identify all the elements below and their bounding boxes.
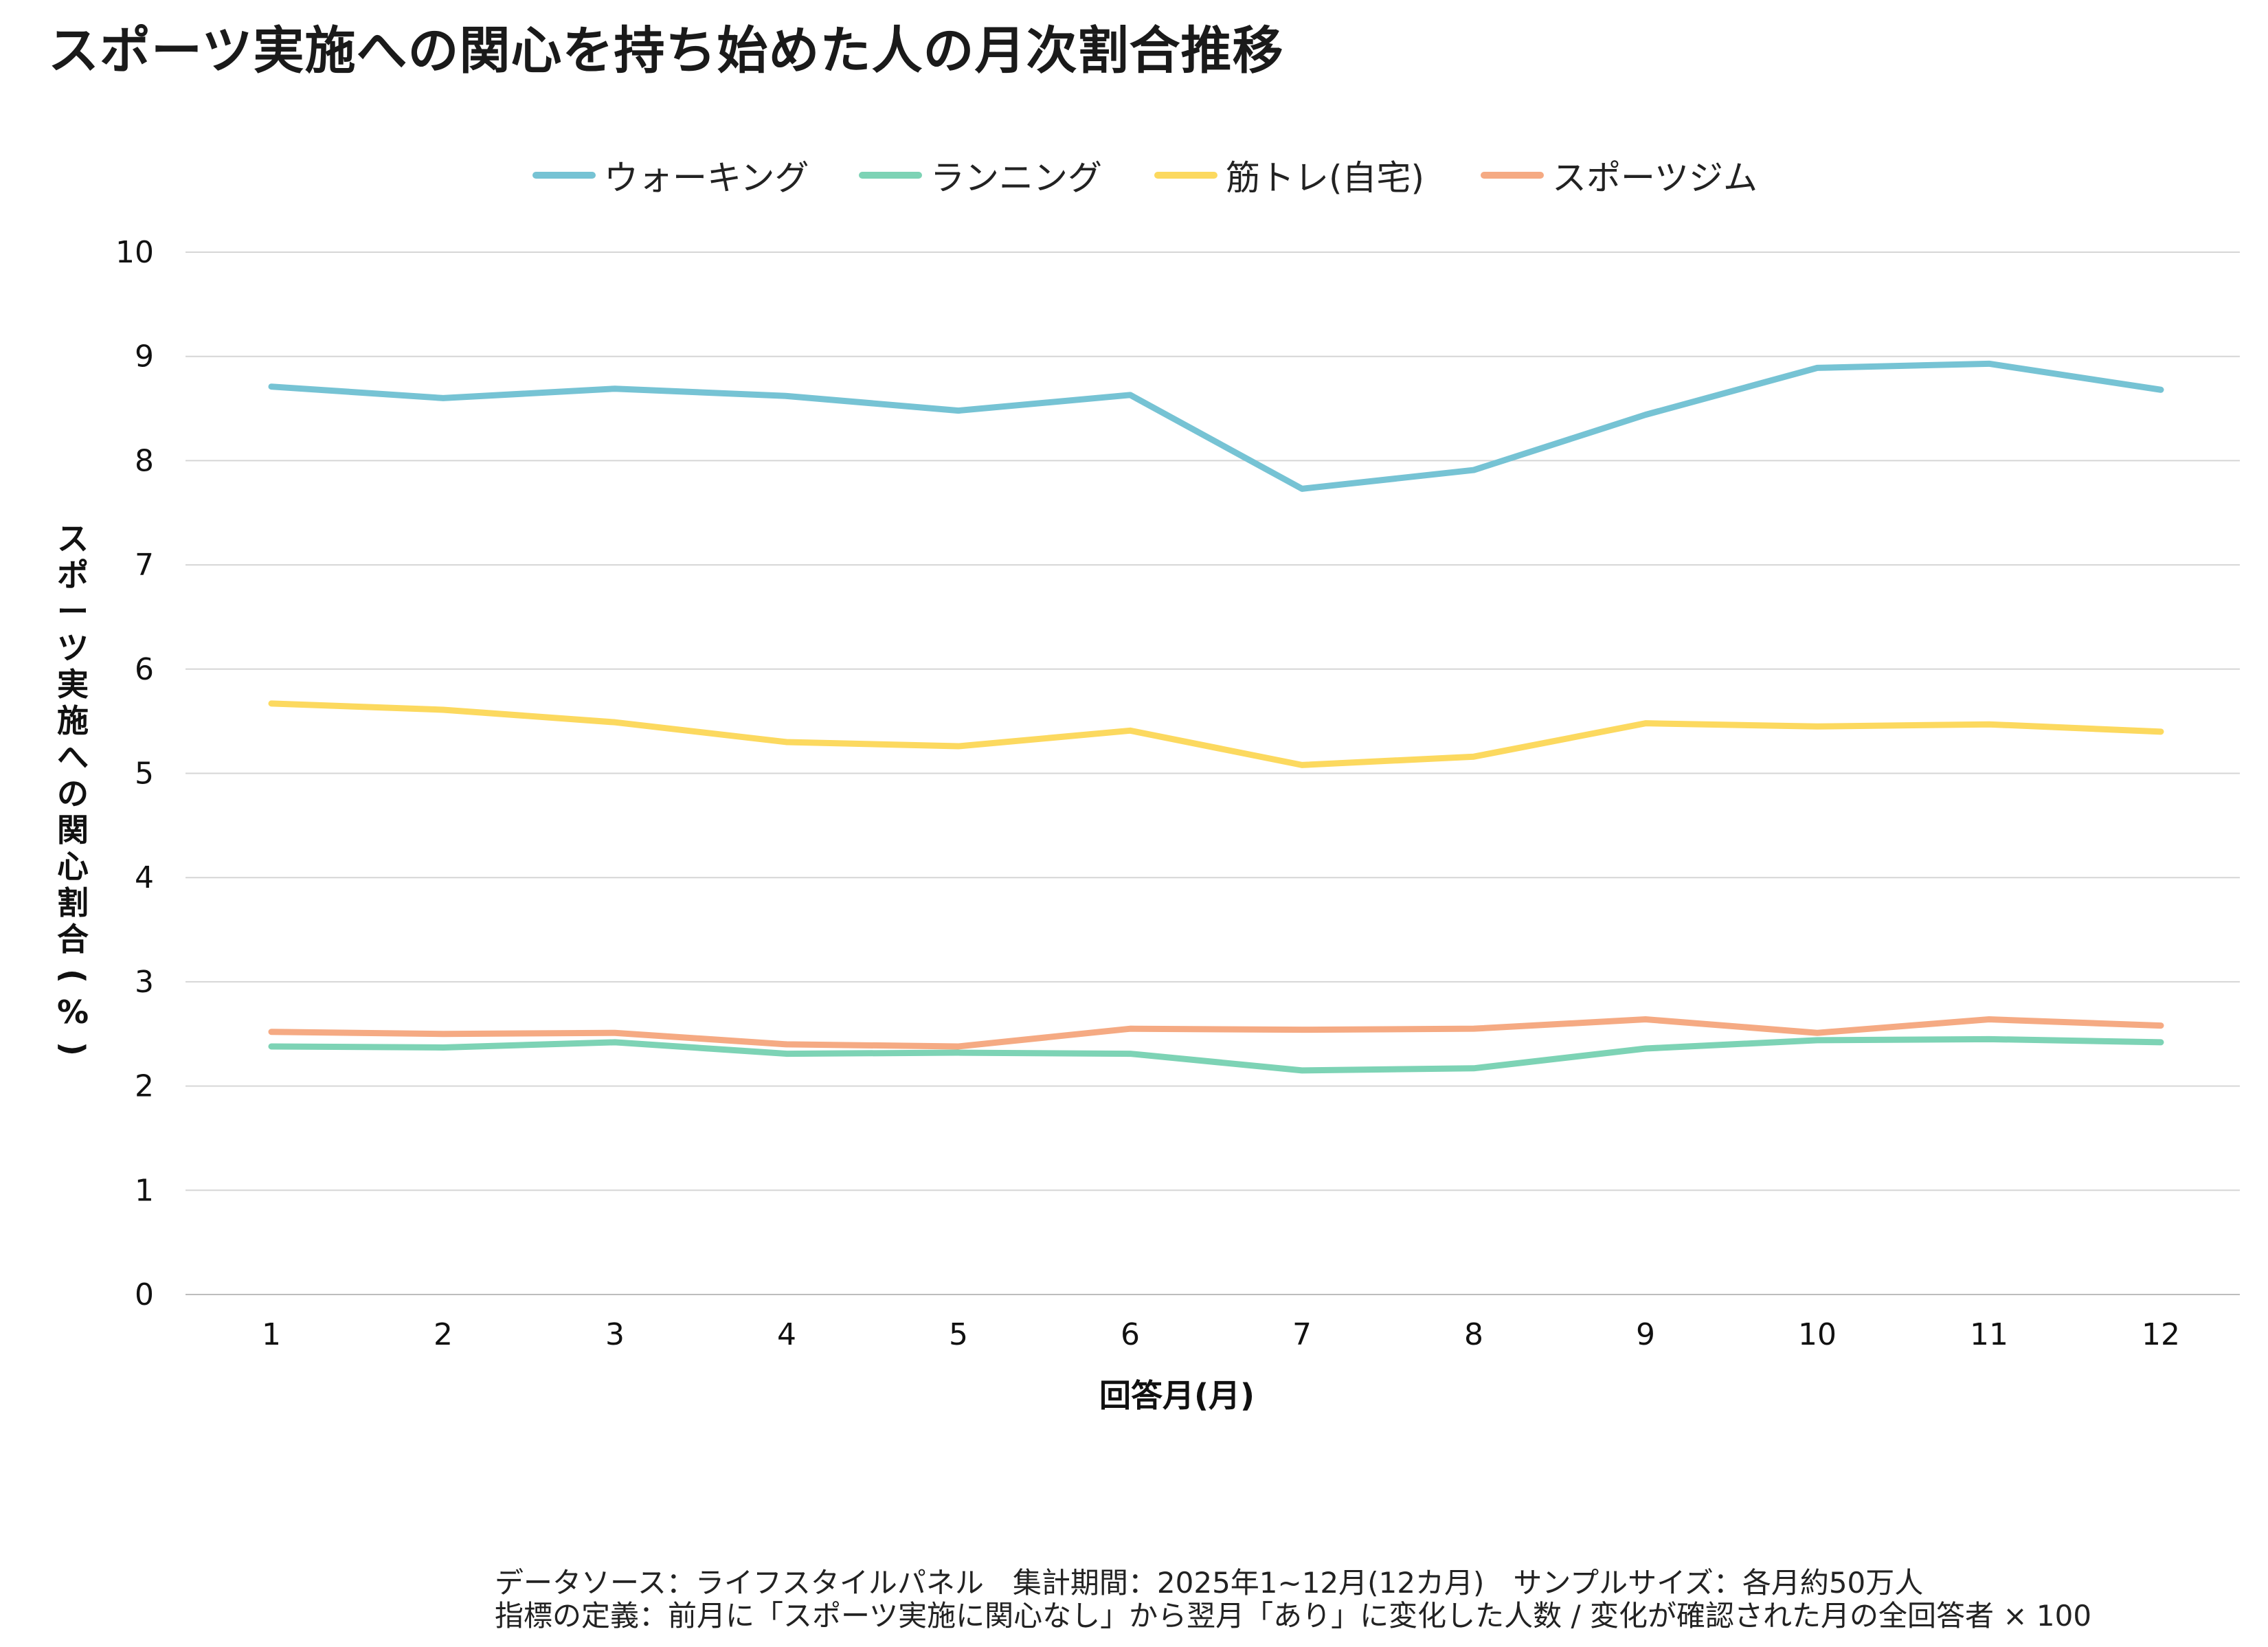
series-line-3 (268, 1016, 2164, 1050)
y-axis-title-char: ) (54, 1041, 92, 1057)
y-tick-label: 8 (135, 443, 154, 478)
legend-swatch (859, 172, 922, 179)
x-tick-label: 5 (949, 1317, 968, 1352)
y-axis-title-char: の (57, 775, 89, 812)
y-tick-label: 3 (135, 965, 154, 1000)
y-axis-title-char: 関 (57, 811, 89, 849)
y-tick-label: 1 (135, 1173, 154, 1208)
y-tick-label: 2 (135, 1069, 154, 1104)
legend-item-gym: スポーツジム (1481, 151, 1758, 199)
x-tick-label: 12 (2142, 1317, 2180, 1352)
x-tick-label: 8 (1464, 1317, 1483, 1352)
y-tick-label: 9 (135, 339, 154, 374)
legend-swatch (1481, 172, 1544, 179)
y-axis-title-char: へ (57, 739, 89, 776)
legend-label: スポーツジム (1552, 158, 1758, 198)
y-tick-label: 7 (135, 548, 154, 583)
x-axis-title: 回答月(月) (1099, 1377, 1255, 1414)
series-line-2 (268, 700, 2164, 768)
x-tick-label: 6 (1121, 1317, 1140, 1352)
y-tick-label: 10 (115, 235, 154, 270)
x-tick-label: 11 (1970, 1317, 2008, 1352)
y-axis-title-char: ー (57, 593, 89, 630)
y-axis-title-char: 実 (57, 666, 89, 703)
y-tick-label: 4 (135, 860, 154, 895)
x-tick-label: 3 (605, 1317, 625, 1352)
y-axis-title-char: 合 (57, 921, 89, 958)
y-axis-title-char: ツ (57, 629, 89, 666)
legend-item-walking: ウォーキング (532, 151, 809, 199)
y-axis-title-char: ( (54, 968, 92, 984)
y-tick-label: 5 (135, 757, 154, 792)
y-axis-title-char: % (56, 994, 89, 1031)
chart-title: スポーツ実施への関心を持ち始めた人の月次割合推移 (48, 21, 1284, 80)
data-source-note: データソース：ライフスタイルパネル 集計期間：2025年1~12月(12カ月) … (495, 1566, 1924, 1600)
y-axis-title-char: ス (57, 520, 89, 557)
x-tick-label: 1 (262, 1317, 281, 1352)
x-tick-label: 9 (1636, 1317, 1655, 1352)
y-axis-title: スポーツ実施への関心割合 (%) (52, 521, 93, 1067)
y-axis-title-char: 心 (57, 848, 89, 885)
legend-item-running: ランニング (859, 151, 1102, 199)
legend-label: 筋トレ(自宅) (1226, 158, 1425, 198)
y-tick-label: 6 (135, 652, 154, 687)
x-tick-label: 10 (1798, 1317, 1837, 1352)
x-tick-label: 2 (434, 1317, 453, 1352)
legend-label: ランニング (930, 158, 1102, 198)
x-tick-label: 4 (777, 1317, 796, 1352)
legend: ウォーキング ランニング 筋トレ(自宅) スポーツジム (0, 151, 2268, 199)
series-line-1 (268, 1035, 2164, 1074)
y-axis-title-char: 施 (57, 702, 89, 739)
series-line-0 (268, 360, 2164, 492)
y-tick-label: 0 (135, 1277, 154, 1312)
x-tick-label: 7 (1292, 1317, 1312, 1352)
definition-note: 指標の定義：前月に「スポーツ実施に関心なし」から翌月「あり」に変化した人数 / … (495, 1599, 2092, 1633)
y-axis-title-char: ポ (57, 557, 89, 594)
legend-swatch (532, 172, 596, 179)
legend-label: ウォーキング (604, 158, 809, 198)
y-axis-title-char: 割 (57, 884, 89, 921)
legend-item-home-training: 筋トレ(自宅) (1154, 151, 1424, 199)
legend-swatch (1154, 172, 1217, 179)
